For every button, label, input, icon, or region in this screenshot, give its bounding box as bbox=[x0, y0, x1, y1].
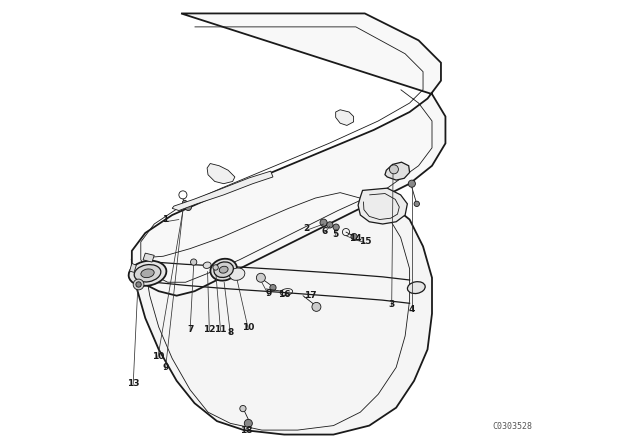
Text: 8: 8 bbox=[227, 328, 234, 337]
Text: 9: 9 bbox=[266, 289, 271, 298]
Polygon shape bbox=[132, 184, 432, 435]
Text: 3: 3 bbox=[388, 300, 395, 309]
Circle shape bbox=[389, 165, 398, 174]
Circle shape bbox=[408, 180, 415, 187]
Circle shape bbox=[133, 279, 144, 290]
Ellipse shape bbox=[141, 269, 154, 278]
Circle shape bbox=[270, 284, 276, 291]
Ellipse shape bbox=[129, 261, 166, 286]
Circle shape bbox=[185, 204, 191, 211]
Text: 4: 4 bbox=[409, 305, 415, 314]
Circle shape bbox=[136, 282, 141, 287]
Polygon shape bbox=[385, 162, 410, 180]
Text: 18: 18 bbox=[240, 426, 252, 435]
Text: 13: 13 bbox=[127, 379, 140, 388]
Text: 5: 5 bbox=[333, 230, 339, 239]
Polygon shape bbox=[207, 164, 235, 184]
Text: 11: 11 bbox=[214, 325, 227, 334]
Polygon shape bbox=[143, 253, 154, 262]
Circle shape bbox=[312, 302, 321, 311]
Circle shape bbox=[213, 265, 218, 270]
Ellipse shape bbox=[214, 262, 234, 277]
Text: 15: 15 bbox=[358, 237, 371, 246]
Circle shape bbox=[257, 273, 266, 282]
Ellipse shape bbox=[229, 268, 245, 280]
Text: 14: 14 bbox=[349, 234, 361, 243]
Polygon shape bbox=[132, 13, 445, 296]
Ellipse shape bbox=[203, 262, 211, 268]
Circle shape bbox=[351, 233, 357, 240]
Polygon shape bbox=[172, 171, 273, 211]
Circle shape bbox=[182, 200, 187, 205]
Text: 6: 6 bbox=[321, 227, 328, 236]
Circle shape bbox=[240, 405, 246, 412]
Circle shape bbox=[333, 224, 339, 230]
Text: 9: 9 bbox=[163, 363, 168, 372]
Text: 10: 10 bbox=[242, 323, 255, 332]
Circle shape bbox=[326, 222, 333, 228]
Text: 1: 1 bbox=[163, 215, 168, 224]
Polygon shape bbox=[336, 110, 353, 125]
Ellipse shape bbox=[211, 259, 237, 280]
Text: 12: 12 bbox=[203, 325, 216, 334]
Text: 2: 2 bbox=[303, 224, 310, 233]
Circle shape bbox=[414, 201, 419, 207]
Circle shape bbox=[320, 219, 327, 226]
Ellipse shape bbox=[220, 266, 228, 273]
Text: 7: 7 bbox=[187, 325, 193, 334]
Circle shape bbox=[244, 419, 252, 427]
Circle shape bbox=[191, 259, 197, 265]
Text: 16: 16 bbox=[278, 290, 291, 299]
Text: 10: 10 bbox=[152, 352, 164, 361]
Text: C0303528: C0303528 bbox=[493, 422, 532, 431]
Ellipse shape bbox=[408, 282, 425, 293]
Polygon shape bbox=[130, 263, 136, 272]
Ellipse shape bbox=[134, 265, 161, 282]
Text: 17: 17 bbox=[304, 291, 316, 300]
Polygon shape bbox=[358, 188, 407, 224]
